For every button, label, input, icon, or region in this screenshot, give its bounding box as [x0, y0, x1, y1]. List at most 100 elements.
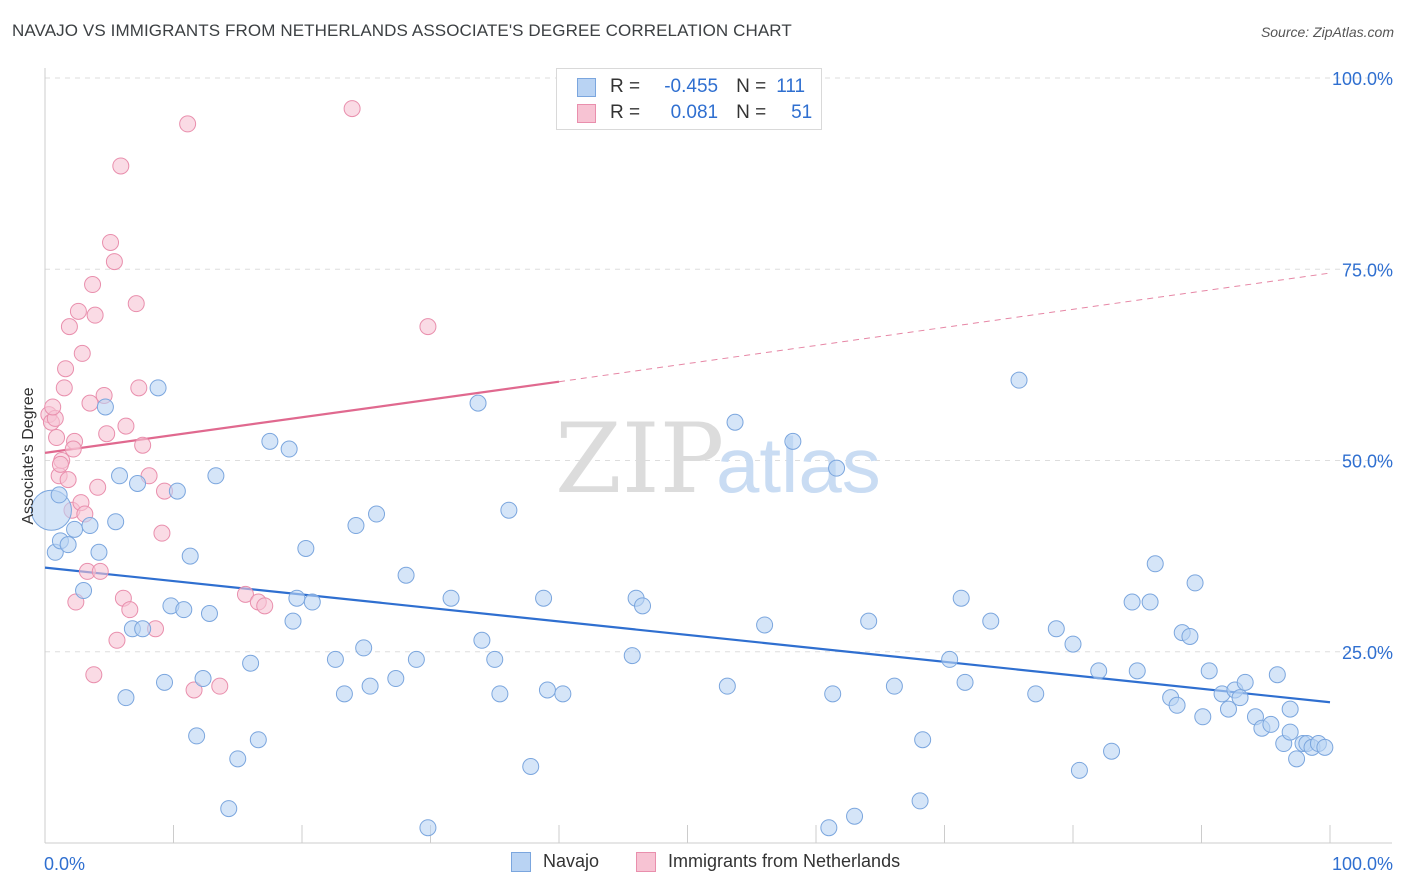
navajo-point: [941, 650, 959, 668]
navajo-point: [347, 517, 365, 535]
netherlands-point: [89, 478, 107, 496]
netherlands-point: [117, 417, 135, 435]
navajo-point: [1186, 574, 1204, 592]
navajo-point: [50, 486, 68, 504]
navajo-point: [355, 639, 373, 657]
netherlands-point: [84, 276, 102, 294]
navajo-point: [522, 758, 540, 775]
r-label: R =: [610, 76, 641, 97]
netherlands-point: [153, 524, 171, 542]
navajo-point: [442, 589, 460, 607]
netherlands-point: [69, 302, 87, 320]
x-tick-label-start: 0.0%: [44, 854, 85, 874]
navajo-point: [242, 654, 260, 672]
navajo-point: [718, 677, 736, 695]
navajo-point: [1146, 555, 1164, 573]
legend-item-netherlands: Immigrants from Netherlands: [636, 851, 900, 872]
navajo-point: [911, 792, 929, 810]
netherlands-trend-extension: [558, 272, 1331, 383]
n-value: 111: [776, 76, 806, 97]
navajo-point: [1128, 662, 1146, 680]
navajo-point: [156, 673, 174, 691]
navajo-point: [194, 670, 212, 688]
r-value: -0.455: [664, 76, 719, 97]
n-label: N =: [736, 102, 767, 123]
navajo-point: [75, 582, 93, 600]
y-tick-label: 100.0%: [1332, 69, 1393, 89]
navajo-point: [1288, 750, 1306, 768]
netherlands-swatch: [577, 103, 596, 123]
navajo-point: [149, 379, 167, 397]
navajo-point: [188, 727, 206, 745]
navajo-point: [129, 474, 147, 492]
navajo-point: [368, 505, 386, 523]
navajo-point: [784, 432, 802, 450]
navajo-point: [303, 593, 321, 611]
navajo-point: [473, 631, 491, 649]
navajo-point: [860, 612, 878, 630]
navajo-point: [469, 394, 487, 412]
netherlands-point: [91, 562, 109, 580]
navajo-point: [828, 459, 846, 477]
netherlands-point: [48, 429, 66, 447]
tick-labels: 25.0% 50.0% 75.0% 100.0% 0.0% 100.0%: [44, 69, 1393, 874]
navajo-point: [90, 543, 108, 561]
netherlands-point: [85, 666, 103, 684]
navajo-point: [1070, 761, 1088, 779]
netherlands-point: [179, 115, 197, 133]
navajo-legend-swatch: [511, 851, 531, 872]
netherlands-point: [98, 425, 116, 443]
navajo-point: [168, 482, 186, 500]
netherlands-point: [121, 601, 139, 619]
navajo-point: [956, 673, 974, 691]
legend-label-netherlands: Immigrants from Netherlands: [668, 851, 901, 871]
navajo-point: [623, 647, 641, 665]
navajo-point: [288, 589, 306, 607]
navajo-point: [407, 650, 425, 668]
netherlands-point: [112, 157, 130, 175]
navajo-point: [820, 819, 838, 837]
navajo-point: [1281, 723, 1299, 741]
netherlands-point: [134, 436, 152, 454]
navajo-point: [361, 677, 379, 695]
n-value: 51: [791, 102, 813, 123]
legend-item-navajo: Navajo: [511, 851, 599, 872]
navajo-point: [1010, 371, 1028, 389]
navajo-point: [181, 547, 199, 565]
netherlands-legend-swatch: [636, 851, 656, 872]
navajo-point: [280, 440, 298, 458]
navajo-point: [1047, 620, 1065, 638]
navajo-point: [1231, 689, 1249, 707]
navajo-point: [554, 685, 572, 703]
navajo-point: [1236, 673, 1254, 691]
netherlands-point: [130, 379, 148, 397]
r-label: R =: [610, 102, 641, 123]
navajo-point: [1268, 666, 1286, 684]
netherlands-point: [211, 677, 229, 695]
series-navajo-points: [30, 371, 1334, 837]
navajo-point: [1090, 662, 1108, 680]
r-value: 0.081: [670, 102, 719, 123]
netherlands-point: [108, 631, 126, 649]
netherlands-point: [57, 360, 75, 378]
navajo-point: [1064, 635, 1082, 653]
navajo-point: [846, 807, 864, 825]
watermark: ZIP atlas: [555, 403, 881, 515]
n-label: N =: [736, 76, 767, 97]
navajo-point: [1200, 662, 1218, 680]
navajo-point: [111, 467, 129, 485]
netherlands-point: [185, 681, 203, 699]
y-tick-label: 25.0%: [1342, 643, 1393, 663]
stats-row-netherlands: R = 0.081 N = 51: [577, 100, 812, 126]
navajo-point: [500, 501, 518, 519]
navajo-point: [1141, 593, 1159, 611]
navajo-point: [1123, 593, 1141, 611]
netherlands-point: [44, 398, 62, 416]
y-tick-label: 50.0%: [1342, 452, 1393, 472]
navajo-point: [419, 819, 437, 837]
navajo-point: [335, 685, 353, 703]
navajo-point: [175, 601, 193, 619]
series-netherlands-points: [40, 100, 437, 699]
navajo-point: [134, 620, 152, 638]
